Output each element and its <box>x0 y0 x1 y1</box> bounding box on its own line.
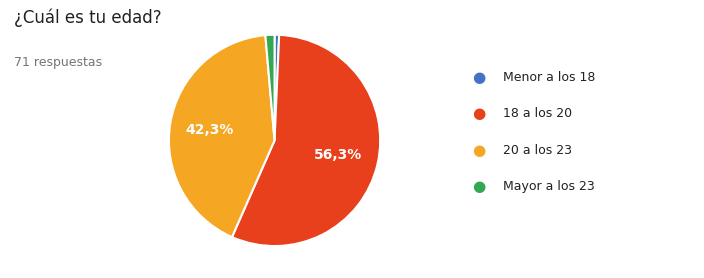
Text: ●: ● <box>472 70 485 85</box>
Text: 20 a los 23: 20 a los 23 <box>503 144 572 157</box>
Text: Mayor a los 23: Mayor a los 23 <box>503 180 595 193</box>
Text: ●: ● <box>472 143 485 158</box>
Text: 42,3%: 42,3% <box>186 123 234 137</box>
Wedge shape <box>275 35 279 140</box>
Wedge shape <box>169 35 275 237</box>
Text: 56,3%: 56,3% <box>314 148 363 162</box>
Wedge shape <box>232 35 380 246</box>
Text: 71 respuestas: 71 respuestas <box>14 56 102 69</box>
Text: 18 a los 20: 18 a los 20 <box>503 108 572 120</box>
Text: ●: ● <box>472 106 485 121</box>
Wedge shape <box>265 35 275 140</box>
Text: ●: ● <box>472 179 485 194</box>
Text: ¿Cuál es tu edad?: ¿Cuál es tu edad? <box>14 8 162 27</box>
Text: Menor a los 18: Menor a los 18 <box>503 71 596 84</box>
